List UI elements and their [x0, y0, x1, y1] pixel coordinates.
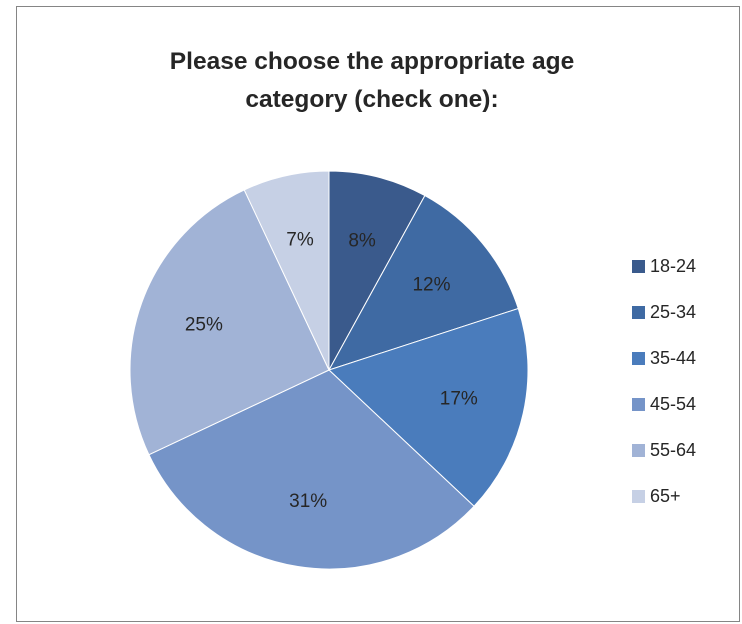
legend-label: 45-54	[650, 393, 697, 414]
legend-swatch	[632, 397, 645, 411]
legend-swatch	[632, 489, 645, 503]
pie-data-label-45-54: 31%	[289, 491, 327, 512]
legend-label: 25-34	[650, 301, 697, 322]
legend-swatch	[632, 305, 645, 319]
chart-title-line-1: Please choose the appropriate age	[169, 48, 575, 75]
legend-swatch	[632, 443, 645, 457]
pie-data-label-55-64: 25%	[185, 314, 223, 335]
pie-slice-45-54	[148, 369, 475, 570]
legend-label: 18-24	[650, 255, 697, 276]
legend-swatch	[632, 259, 645, 273]
chart-legend: 18-24 25-34 35-44 45-54 55-64 65+	[632, 243, 742, 519]
pie-slice-25-34	[327, 194, 519, 371]
legend-label: 55-64	[650, 439, 697, 460]
pie-data-label-65+: 7%	[286, 230, 314, 251]
legend-label: 65+	[650, 485, 681, 506]
pie-slice-65+	[243, 170, 330, 371]
pie-slice-55-64	[129, 189, 330, 456]
pie-data-label-25-34: 12%	[412, 275, 450, 296]
chart-title-line-2: category (check one):	[245, 86, 499, 113]
legend-item-55-64: 55-64	[632, 427, 742, 473]
pie-slices	[129, 170, 529, 570]
legend-swatch	[632, 351, 645, 365]
legend-item-65+: 65+	[632, 473, 742, 519]
pie-slice-35-44	[328, 307, 529, 507]
pie-slice-18-24	[328, 170, 426, 371]
legend-label: 35-44	[650, 347, 697, 368]
legend-item-45-54: 45-54	[632, 381, 742, 427]
chart-title: Please choose the appropriate age catego…	[17, 43, 727, 119]
legend-item-35-44: 35-44	[632, 335, 742, 381]
legend-item-25-34: 25-34	[632, 289, 742, 335]
pie-labels: 8% 12% 17% 31% 25% 7%	[185, 230, 478, 512]
legend-item-18-24: 18-24	[632, 243, 742, 289]
pie-data-label-35-44: 17%	[440, 389, 478, 410]
pie-data-label-18-24: 8%	[348, 231, 376, 252]
